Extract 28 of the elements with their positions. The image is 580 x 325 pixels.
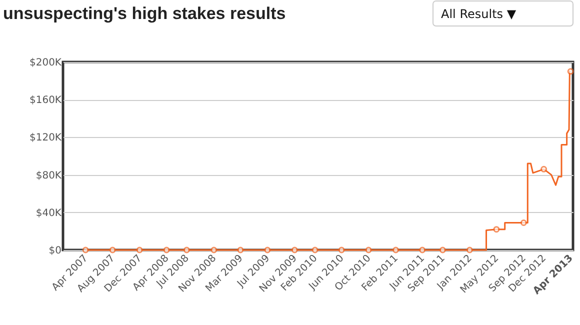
point <box>419 246 426 254</box>
point <box>540 166 548 172</box>
point <box>312 246 318 254</box>
chart-title: unsuspecting's high stakes results <box>3 4 286 23</box>
point <box>338 246 345 254</box>
y-tick-label: $0 <box>48 246 62 256</box>
text: All Results ▼ <box>441 7 517 21</box>
y-tick-label: $120K <box>29 132 62 144</box>
point <box>493 226 500 233</box>
point <box>439 246 446 254</box>
y-tick-label: $200K <box>29 58 62 68</box>
point <box>520 219 527 226</box>
point <box>291 246 298 254</box>
point <box>136 246 143 254</box>
point <box>392 246 400 254</box>
point <box>163 246 170 254</box>
point <box>210 246 218 254</box>
point <box>365 246 372 254</box>
point <box>567 68 574 75</box>
point <box>183 246 190 254</box>
y-tick-label: $80K <box>36 170 62 182</box>
point <box>237 246 244 254</box>
y-tick-label: $160K <box>29 95 62 106</box>
point <box>264 246 271 254</box>
point <box>466 246 473 254</box>
point <box>82 246 89 254</box>
y-tick-label: $40K <box>36 208 62 219</box>
point <box>109 246 116 254</box>
